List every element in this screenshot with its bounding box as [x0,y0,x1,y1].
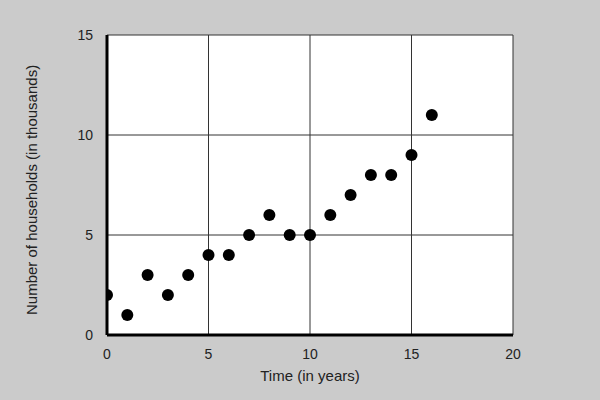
svg-text:10: 10 [77,127,93,143]
svg-text:Time (in years): Time (in years) [260,367,359,384]
svg-text:0: 0 [103,346,111,362]
svg-text:20: 20 [505,346,521,362]
svg-text:Number of households (in thous: Number of households (in thousands) [23,65,40,315]
svg-text:10: 10 [302,346,318,362]
svg-text:15: 15 [77,27,93,43]
svg-text:15: 15 [404,346,420,362]
svg-text:5: 5 [85,227,93,243]
svg-text:0: 0 [85,327,93,343]
svg-text:5: 5 [205,346,213,362]
